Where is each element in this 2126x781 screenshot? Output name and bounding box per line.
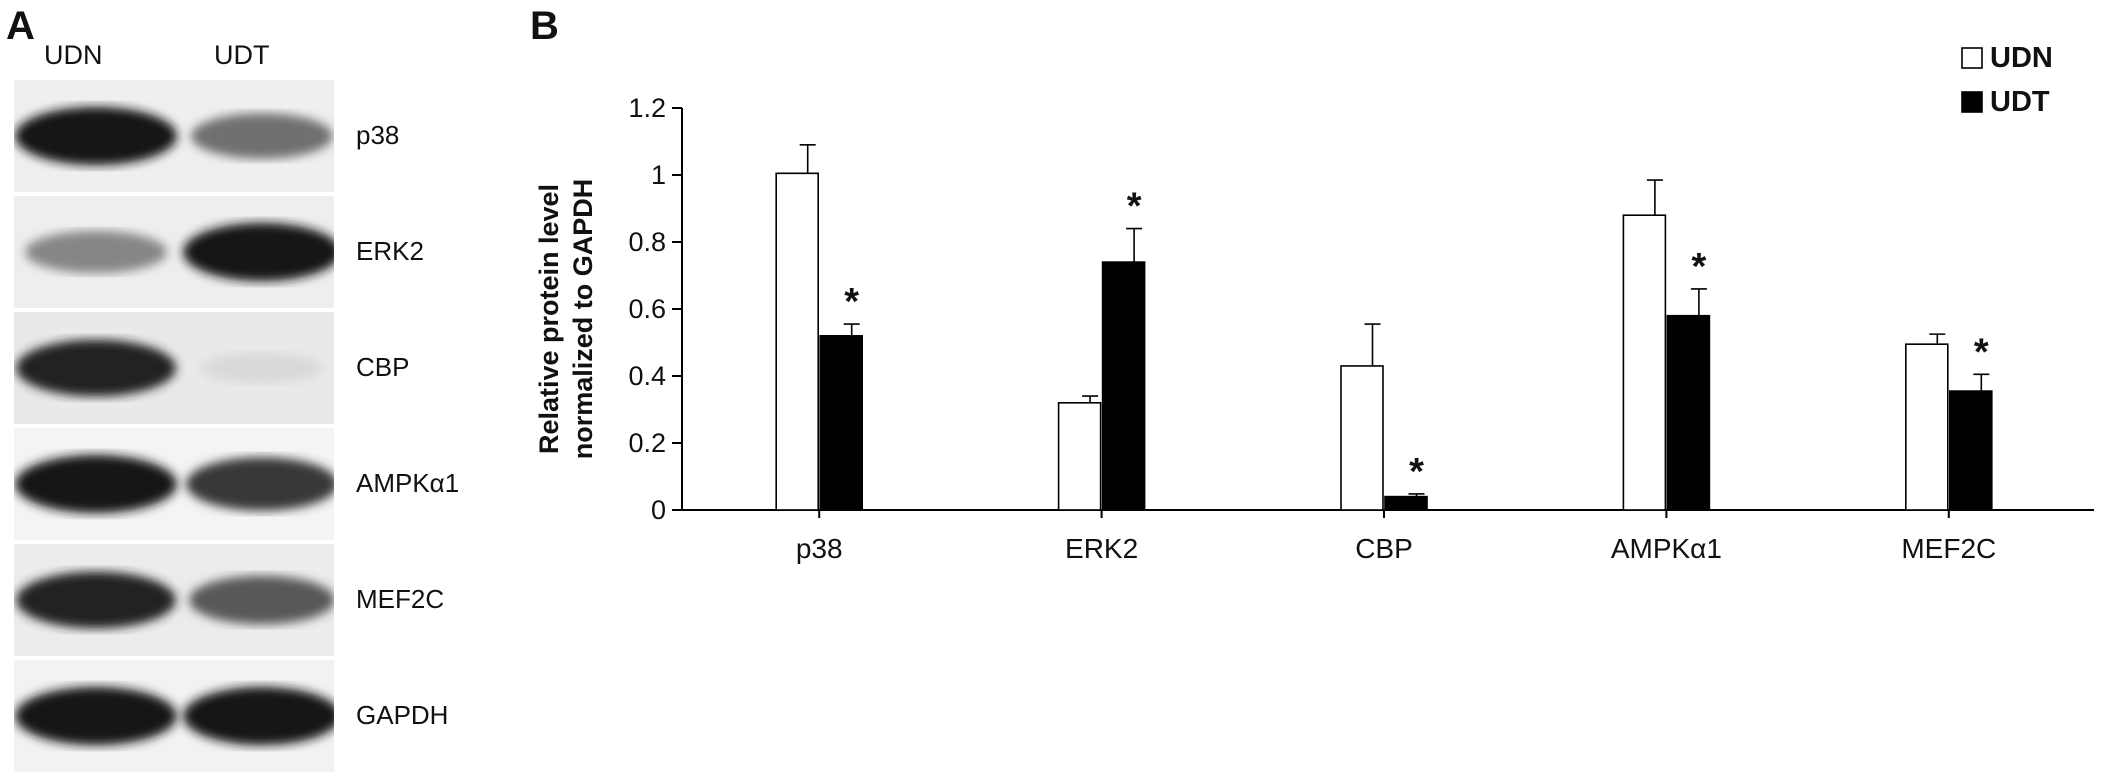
y-axis-label: Relative protein level [534,184,564,454]
y-tick-label: 0.8 [628,227,666,257]
band-udn [16,339,176,397]
y-tick-label: 0.6 [628,294,666,324]
legend-label-udt: UDT [1990,86,2050,118]
significance-star: * [844,281,859,323]
bar-udt [819,334,864,511]
blot-label: MEF2C [356,584,445,614]
significance-star: * [1127,186,1142,228]
bar-udn [1057,401,1102,511]
bar-udn [1340,365,1384,511]
blot-label: p38 [356,120,400,150]
band-udn [16,571,176,629]
lane-header-udn: UDN [44,40,103,70]
panel-a-letter: A [6,4,35,48]
legend-swatch-udn [1961,47,1983,69]
blot-label: ERK2 [356,236,424,266]
bar-udt [1666,314,1711,511]
bar-udn [1622,214,1667,511]
y-tick-label: 0.4 [628,361,666,391]
band-udt [186,457,338,511]
bar-udt [1101,261,1146,511]
x-tick-label: ERK2 [1065,533,1138,564]
blot-strip [14,544,335,656]
blot-label: AMPKα1 [356,468,460,498]
blot-strip [14,428,338,540]
y-tick-label: 1.2 [628,93,666,123]
panel-b-letter: B [530,4,559,48]
band-udt [183,222,341,282]
legend-swatch-udt [1961,91,1983,113]
bar-chart-panel: B 0 0.2 0.4 0.6 0.8 1 1.2 Relative protein leve… [520,0,2126,781]
significance-star: * [1692,246,1707,288]
bar-udn [775,172,820,511]
y-tick-label: 0.2 [628,428,666,458]
y-tick-label: 1 [651,160,666,190]
band-udt [191,113,333,159]
band-udt [189,575,335,625]
x-tick-label: CBP [1355,533,1413,564]
bar-udn [1905,343,1949,511]
y-tick-label: 0 [651,495,666,525]
band-udn [15,106,177,166]
significance-star: * [1974,331,1989,373]
significance-star: * [1409,451,1424,493]
western-blot-panel: UDN UDT p38 ERK2 CBP AMPKα1 MEF2C GAPDH [0,0,520,781]
bar-chart: 0 0.2 0.4 0.6 0.8 1 1.2 Relative protein level n… [534,42,2094,564]
blot-strip [14,196,341,308]
band-udn [15,454,177,514]
x-tick-label: MEF2C [1901,533,1996,564]
lane-header-udt: UDT [214,40,270,70]
band-udn [15,686,177,746]
x-tick-label: AMPKα1 [1611,533,1722,564]
y-axis-label: normalized to GAPDH [568,179,598,460]
blot-strip [14,312,334,424]
band-udt [200,352,324,384]
band-udt [183,686,341,746]
bar-udt [1949,390,1993,511]
blot-label: GAPDH [356,700,449,730]
x-tick-label: p38 [796,533,843,564]
blot-label: CBP [356,352,410,382]
blot-strip [14,80,334,192]
band-udn [25,230,167,274]
legend-label-udn: UDN [1990,42,2053,74]
blot-strip [14,660,341,772]
bar-udt [1384,495,1428,511]
